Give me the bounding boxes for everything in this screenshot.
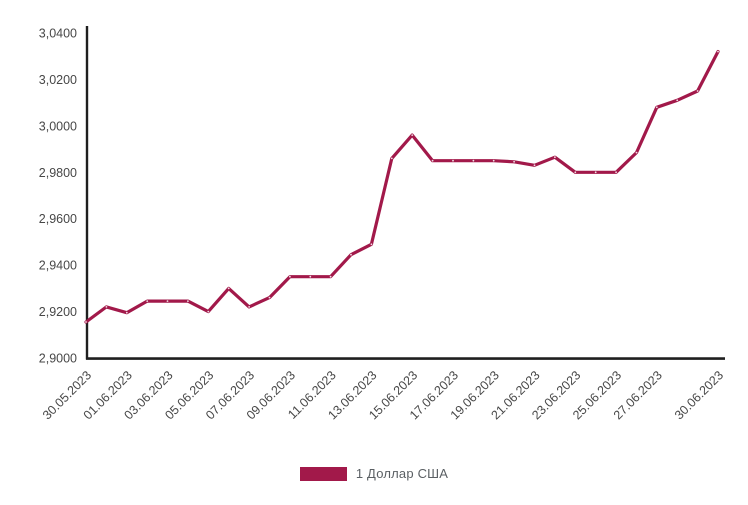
- legend-item-usd[interactable]: 1 Доллар США: [299, 466, 449, 481]
- data-point-marker: [492, 159, 495, 162]
- data-point-marker: [390, 157, 393, 160]
- data-point-marker: [207, 310, 210, 313]
- y-axis-label: 3,0200: [39, 73, 77, 87]
- data-point-marker: [655, 106, 658, 109]
- series-line-usd: [84, 49, 720, 324]
- data-point-marker: [166, 300, 169, 302]
- data-point-marker: [370, 243, 373, 246]
- data-point-marker: [533, 164, 536, 167]
- data-point-marker: [513, 160, 515, 163]
- data-point-marker: [594, 171, 597, 174]
- data-point-marker: [635, 151, 638, 154]
- data-point-marker: [268, 296, 271, 299]
- y-axis-label: 2,9600: [39, 212, 77, 226]
- data-point-marker: [227, 287, 230, 290]
- data-point-marker: [411, 134, 414, 137]
- y-axis-label: 3,0400: [39, 27, 77, 41]
- data-point-marker: [187, 300, 189, 302]
- data-point-marker: [452, 159, 454, 162]
- data-point-marker: [248, 306, 251, 308]
- y-axis-label: 2,9200: [39, 305, 77, 319]
- chart-canvas: 2,9000 2,9200 2,9400 2,9600 2,9800 3,0000 3,02…: [39, 26, 726, 422]
- data-point-marker: [146, 300, 149, 302]
- data-point-marker: [717, 50, 719, 53]
- chart-legend: 1 Доллар США: [0, 466, 748, 481]
- y-axis-label: 2,9400: [39, 259, 77, 273]
- y-axis-label: 3,0000: [39, 119, 77, 133]
- y-axis-label: 2,9000: [39, 352, 77, 366]
- data-point-marker: [554, 156, 556, 159]
- legend-label: 1 Доллар США: [355, 466, 449, 481]
- data-point-marker: [615, 171, 617, 174]
- data-point-marker: [696, 90, 699, 92]
- y-axis-label: 2,9800: [39, 166, 77, 180]
- data-point-marker: [105, 306, 108, 308]
- usd-rate-line-chart: 2,9000 2,9200 2,9400 2,9600 2,9800 3,0000 3,02…: [39, 26, 726, 422]
- data-point-marker: [125, 311, 128, 314]
- legend-color-swatch: [299, 466, 347, 481]
- data-point-marker: [309, 275, 312, 278]
- data-point-marker: [472, 159, 475, 162]
- x-axis-label: 30.06.2023: [672, 368, 726, 422]
- data-point-marker: [431, 159, 434, 162]
- data-point-marker: [350, 253, 352, 256]
- data-point-marker: [574, 171, 577, 174]
- data-point-marker: [85, 321, 87, 323]
- data-point-marker: [329, 275, 332, 278]
- data-point-marker: [676, 99, 679, 102]
- data-point-marker: [289, 275, 291, 278]
